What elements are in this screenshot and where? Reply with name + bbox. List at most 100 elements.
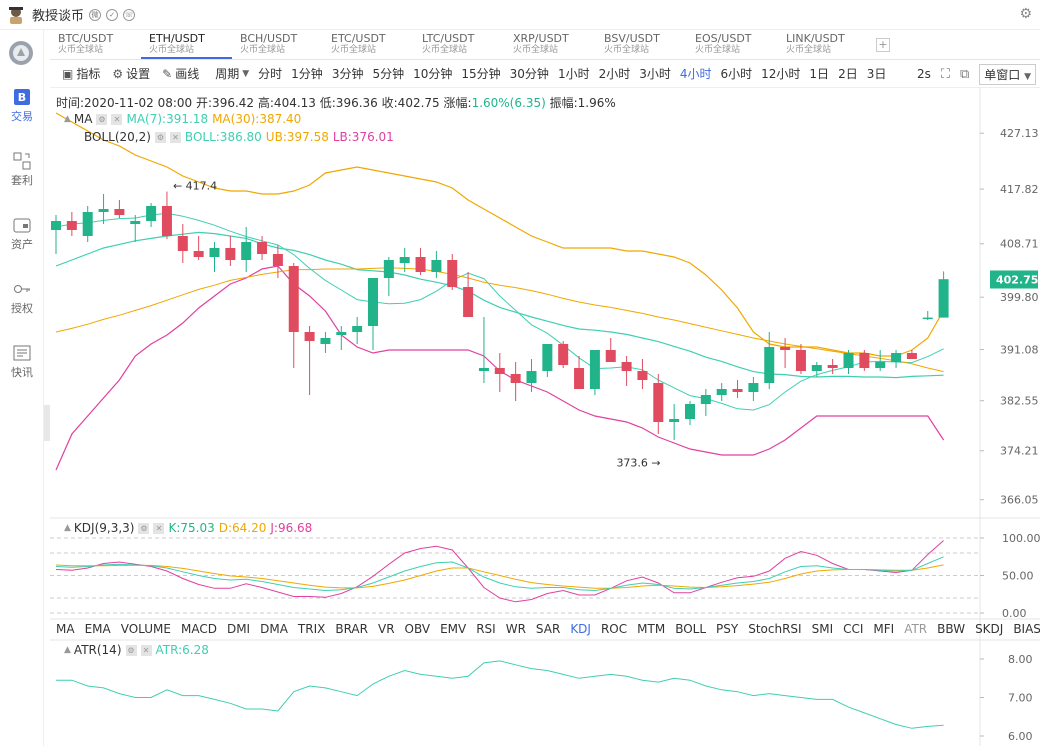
period-5[interactable]: 15分钟 [461,67,501,81]
period-dropdown[interactable]: 周期 ▼ [215,65,249,82]
period-2[interactable]: 3分钟 [331,67,364,81]
tab-etc-usdt[interactable]: ETC/USDT 火币全球站 [323,30,414,59]
period-10[interactable]: 4小时 [679,67,712,81]
indicator-tab-volume[interactable]: VOLUME [120,622,171,636]
candle-body [526,371,537,383]
indicator-tab-brar[interactable]: BRAR [335,622,368,636]
atr-close-icon[interactable]: ✕ [140,644,152,656]
indicator-tab-wr[interactable]: WR [505,622,526,636]
indicator-button[interactable]: ▣ 指标 [62,65,100,82]
indicator-tab-mtm[interactable]: MTM [637,622,666,636]
tab-btc-usdt[interactable]: BTC/USDT 火币全球站 [50,30,141,59]
tab-eth-usdt[interactable]: ETH/USDT 火币全球站 [141,30,232,59]
collapse-caret-icon[interactable]: ▲ [64,523,71,533]
kdj-settings-icon[interactable]: ⚙ [138,522,150,534]
settings-button[interactable]: ⚙ 设置 [112,65,150,82]
draw-button[interactable]: ✎ 画线 [162,65,199,82]
tab-eos-usdt[interactable]: EOS/USDT 火币全球站 [687,30,778,59]
fullscreen-icon[interactable]: ⛶ [940,66,950,82]
indicator-tab-ma[interactable]: MA [56,622,75,636]
indicator-tab-smi[interactable]: SMI [811,622,834,636]
indicator-tab-bbw[interactable]: BBW [937,622,966,636]
indicator-tab-atr[interactable]: ATR [904,622,928,636]
sidebar-item-arbitrage[interactable]: 套利 [0,152,44,188]
indicator-tab-rsi[interactable]: RSI [476,622,496,636]
period-4[interactable]: 10分钟 [413,67,453,81]
candle-body [494,368,505,374]
ma-close-icon[interactable]: ✕ [111,113,123,125]
shield-icon[interactable]: ✓ [106,8,119,21]
draw-label: 画线 [175,67,200,81]
period-13[interactable]: 1日 [809,67,830,81]
price-chart[interactable]: 427.13 417.82 408.71 399.80 391.08 382.55 374.… [50,88,1040,746]
collapse-caret-icon[interactable]: ▲ [64,114,71,124]
indicator-tab-bias[interactable]: BIAS [1013,622,1040,636]
period-8[interactable]: 2小时 [598,67,631,81]
indicator-tab-stochrsi[interactable]: StochRSI [748,622,802,636]
indicator-tab-trix[interactable]: TRIX [297,622,326,636]
indicator-tab-boll[interactable]: BOLL [675,622,707,636]
period-6[interactable]: 30分钟 [509,67,549,81]
boll-close-icon[interactable]: ✕ [169,131,181,143]
period-3[interactable]: 5分钟 [372,67,405,81]
tab-bch-usdt[interactable]: BCH/USDT 火币全球站 [232,30,323,59]
tab-ltc-usdt[interactable]: LTC/USDT 火币全球站 [414,30,505,59]
weibo-icon[interactable]: 微 [89,8,102,21]
indicator-tab-mfi[interactable]: MFI [873,622,895,636]
collapse-caret-icon[interactable]: ▲ [64,645,71,655]
kdj-close-icon[interactable]: ✕ [153,522,165,534]
sidebar-item-trade[interactable]: B 交易 [0,88,44,124]
indicator-tab-cci[interactable]: CCI [843,622,864,636]
period-12[interactable]: 12小时 [761,67,801,81]
period-15[interactable]: 3日 [866,67,887,81]
indicator-tab-sar[interactable]: SAR [535,622,561,636]
candle-body [558,344,569,365]
tab-exchange: 火币全球站 [786,45,832,55]
period-9[interactable]: 3小时 [639,67,671,81]
app-logo-icon [9,6,23,24]
sidebar-item-assets[interactable]: 资产 [0,216,44,252]
indicator-tab-skdj[interactable]: SKDJ [975,622,1004,636]
candle-body [225,248,236,260]
tab-pair: BTC/USDT [58,32,114,45]
add-tab-button[interactable]: + [876,38,890,52]
indicator-tab-dmi[interactable]: DMI [226,622,251,636]
boll-settings-icon[interactable]: ⚙ [154,131,166,143]
popout-icon[interactable]: ⧉ [959,66,970,82]
period-7[interactable]: 1小时 [557,67,590,81]
indicator-tab-psy[interactable]: PSY [716,622,739,636]
indicator-tabs: MA EMA VOLUME MACD DMI DMA TRIX BRAR VR OBV EMV RSI… [56,622,1040,636]
y-tick-label: 417.82 [1000,183,1039,196]
refresh-interval[interactable]: 2s [916,67,931,81]
ma-settings-icon[interactable]: ⚙ [96,113,108,125]
pair-tabs: BTC/USDT 火币全球站 ETH/USDT 火币全球站 BCH/USDT 火币全球… [50,30,1040,60]
boll-ub-value: UB:397.58 [265,130,329,144]
tab-link-usdt[interactable]: LINK/USDT 火币全球站 [778,30,869,59]
indicator-tab-obv[interactable]: OBV [404,622,431,636]
sidebar-item-news[interactable]: 快讯 [0,344,44,380]
indicator-tab-roc[interactable]: ROC [600,622,628,636]
price-annotation: 373.6 → [616,456,660,469]
sidebar-collapse-handle[interactable] [44,405,50,441]
boll-lb-value: LB:376.01 [332,130,394,144]
phone-icon[interactable]: ☏ [123,8,136,21]
last-price-tag [990,270,1038,289]
tab-bsv-usdt[interactable]: BSV/USDT 火币全球站 [596,30,687,59]
window-select[interactable]: 单窗口 ▼ [979,63,1036,85]
tab-xrp-usdt[interactable]: XRP/USDT 火币全球站 [505,30,596,59]
period-1[interactable]: 1分钟 [291,67,323,81]
indicator-tab-macd[interactable]: MACD [180,622,217,636]
indicator-tab-kdj[interactable]: KDJ [570,622,591,636]
sidebar-item-auth[interactable]: 授权 [0,280,44,316]
indicator-tab-dma[interactable]: DMA [260,622,288,636]
period-14[interactable]: 2日 [838,67,858,81]
period-11[interactable]: 6小时 [720,67,753,81]
candle-body [399,257,410,263]
indicator-tab-emv[interactable]: EMV [440,622,467,636]
atr-settings-icon[interactable]: ⚙ [125,644,137,656]
candle-body [621,362,632,371]
indicator-tab-vr[interactable]: VR [377,622,395,636]
period-0[interactable]: 分时 [258,67,283,81]
indicator-tab-ema[interactable]: EMA [84,622,111,636]
settings-icon[interactable]: ⚙ [1019,6,1032,22]
